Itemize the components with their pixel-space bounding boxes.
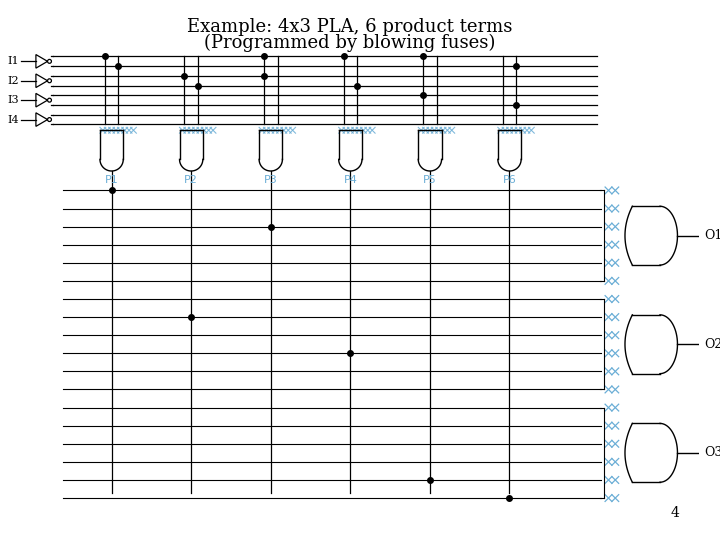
Text: O2: O2: [705, 338, 720, 351]
Text: Example: 4x3 PLA, 6 product terms: Example: 4x3 PLA, 6 product terms: [186, 18, 512, 36]
Text: 4: 4: [670, 507, 680, 521]
Text: P5: P5: [423, 175, 437, 185]
Text: P6: P6: [503, 175, 516, 185]
Text: P1: P1: [104, 175, 119, 185]
Text: O3: O3: [705, 447, 720, 460]
Text: (Programmed by blowing fuses): (Programmed by blowing fuses): [204, 34, 495, 52]
Text: I2: I2: [8, 76, 19, 86]
Text: I3: I3: [8, 95, 19, 105]
Text: I1: I1: [8, 56, 19, 66]
Text: P3: P3: [264, 175, 278, 185]
Text: I4: I4: [8, 114, 19, 125]
Text: P4: P4: [343, 175, 357, 185]
Text: P2: P2: [184, 175, 198, 185]
Text: O1: O1: [705, 229, 720, 242]
